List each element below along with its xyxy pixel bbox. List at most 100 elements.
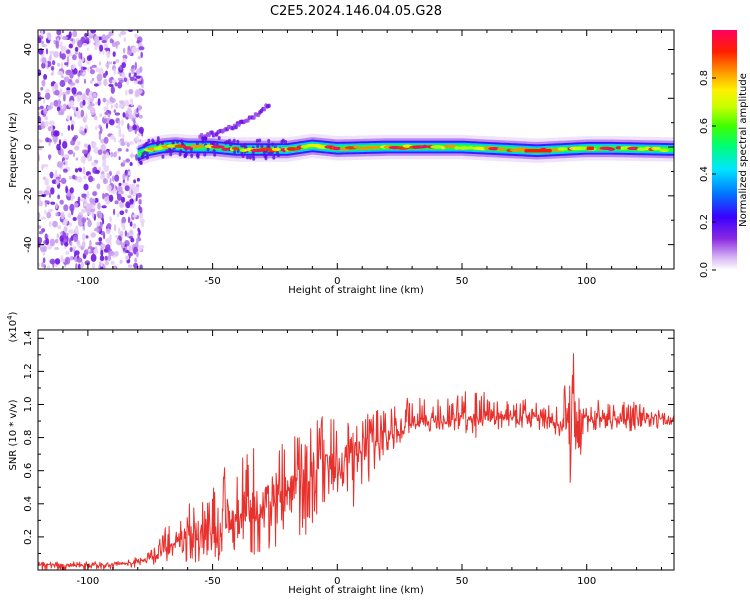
x-tick-label: -50 [204, 576, 220, 587]
noise-blob [73, 152, 76, 157]
noise-blob [113, 68, 117, 75]
noise-blob [102, 158, 107, 166]
noise-blob [117, 148, 122, 152]
trace-hotspot [615, 146, 622, 150]
noise-blob [41, 62, 46, 69]
noise-blob [66, 114, 71, 121]
noise-blob [48, 154, 51, 161]
noise-blob [116, 170, 121, 175]
noise-blob [43, 264, 46, 269]
noise-blob [43, 97, 46, 104]
noise-blob [113, 104, 119, 108]
noise-blob [51, 60, 56, 66]
x-tick-label: -100 [77, 276, 100, 287]
noise-blob [132, 124, 137, 130]
noise-blob [127, 171, 131, 176]
trace-blob [240, 143, 244, 148]
noise-blob [100, 144, 106, 152]
noise-blob [73, 234, 79, 242]
noise-blob [94, 169, 100, 174]
noise-blob [69, 247, 73, 252]
noise-blob [138, 126, 144, 134]
noise-blob [106, 50, 111, 59]
noise-blob [77, 40, 83, 48]
noise-blob [42, 163, 49, 168]
noise-blob [90, 232, 96, 238]
noise-blob [63, 94, 66, 102]
noise-blob [69, 256, 75, 261]
figure-title: C2E5.2024.146.04.05.G28 [270, 4, 442, 19]
y-tick-label: 0.6 [23, 463, 34, 479]
noise-blob [59, 79, 66, 88]
noise-blob [103, 136, 109, 144]
noise-blob [106, 200, 110, 205]
noise-blob [84, 78, 86, 85]
noise-blob [55, 169, 58, 176]
noise-blob [50, 124, 53, 132]
noise-blob [135, 251, 139, 258]
trace-hotspot [174, 144, 186, 148]
trace-hotspot [271, 147, 282, 152]
noise-blob [128, 72, 131, 78]
trace-peak-segment [329, 145, 333, 150]
noise-blob [133, 179, 137, 184]
noise-blob [70, 124, 74, 131]
noise-blob [86, 55, 92, 61]
trace-blob [213, 152, 217, 157]
noise-blob [106, 172, 111, 179]
x-tick-label: 50 [456, 576, 469, 587]
noise-blob [116, 193, 122, 201]
trace-blob [212, 142, 216, 146]
noise-blob [76, 94, 82, 103]
trace-hotspot [190, 144, 202, 149]
noise-blob [127, 195, 132, 199]
noise-blob [46, 211, 52, 219]
noise-blob [49, 171, 54, 178]
noise-blob [125, 158, 130, 163]
noise-blob [102, 192, 105, 200]
y-tick-label: 1.2 [23, 363, 34, 379]
noise-blob [103, 106, 109, 112]
trace-blob [139, 160, 143, 165]
trace-blob [260, 144, 264, 149]
noise-blob [38, 200, 44, 207]
noise-blob [54, 89, 60, 96]
noise-blob [93, 146, 99, 154]
noise-blob [94, 35, 100, 44]
noise-blob [82, 43, 88, 47]
noise-blob [55, 179, 60, 185]
noise-blob [122, 173, 126, 181]
noise-blob [74, 46, 79, 53]
colorbar-label: Normalized spectral amplitude [738, 73, 749, 227]
noise-blob [53, 83, 58, 89]
noise-blob [107, 113, 111, 118]
noise-blob [125, 201, 131, 209]
trace-blob [156, 136, 160, 141]
noise-blob [98, 68, 104, 75]
noise-blob [115, 235, 119, 239]
noise-blob [76, 107, 79, 112]
noise-blob [124, 230, 128, 237]
noise-blob [138, 115, 143, 119]
noise-blob [106, 184, 112, 191]
noise-blob [99, 126, 103, 134]
noise-blob [82, 72, 86, 76]
noise-blob [89, 239, 92, 248]
noise-blob [83, 183, 89, 191]
noise-blob [139, 264, 143, 269]
noise-blob [134, 72, 137, 77]
noise-blob [45, 92, 51, 100]
trace-blob [236, 139, 240, 144]
noise-blob [63, 168, 68, 173]
noise-blob [49, 258, 56, 265]
noise-blob [66, 69, 72, 74]
noise-blob [129, 162, 133, 166]
trace-blob [232, 138, 236, 143]
noise-blob [89, 197, 93, 203]
trace-blob [143, 150, 147, 155]
trace-blob [224, 140, 228, 145]
noise-blob [47, 32, 52, 41]
noise-blob [86, 190, 90, 199]
noise-blob [117, 81, 123, 89]
